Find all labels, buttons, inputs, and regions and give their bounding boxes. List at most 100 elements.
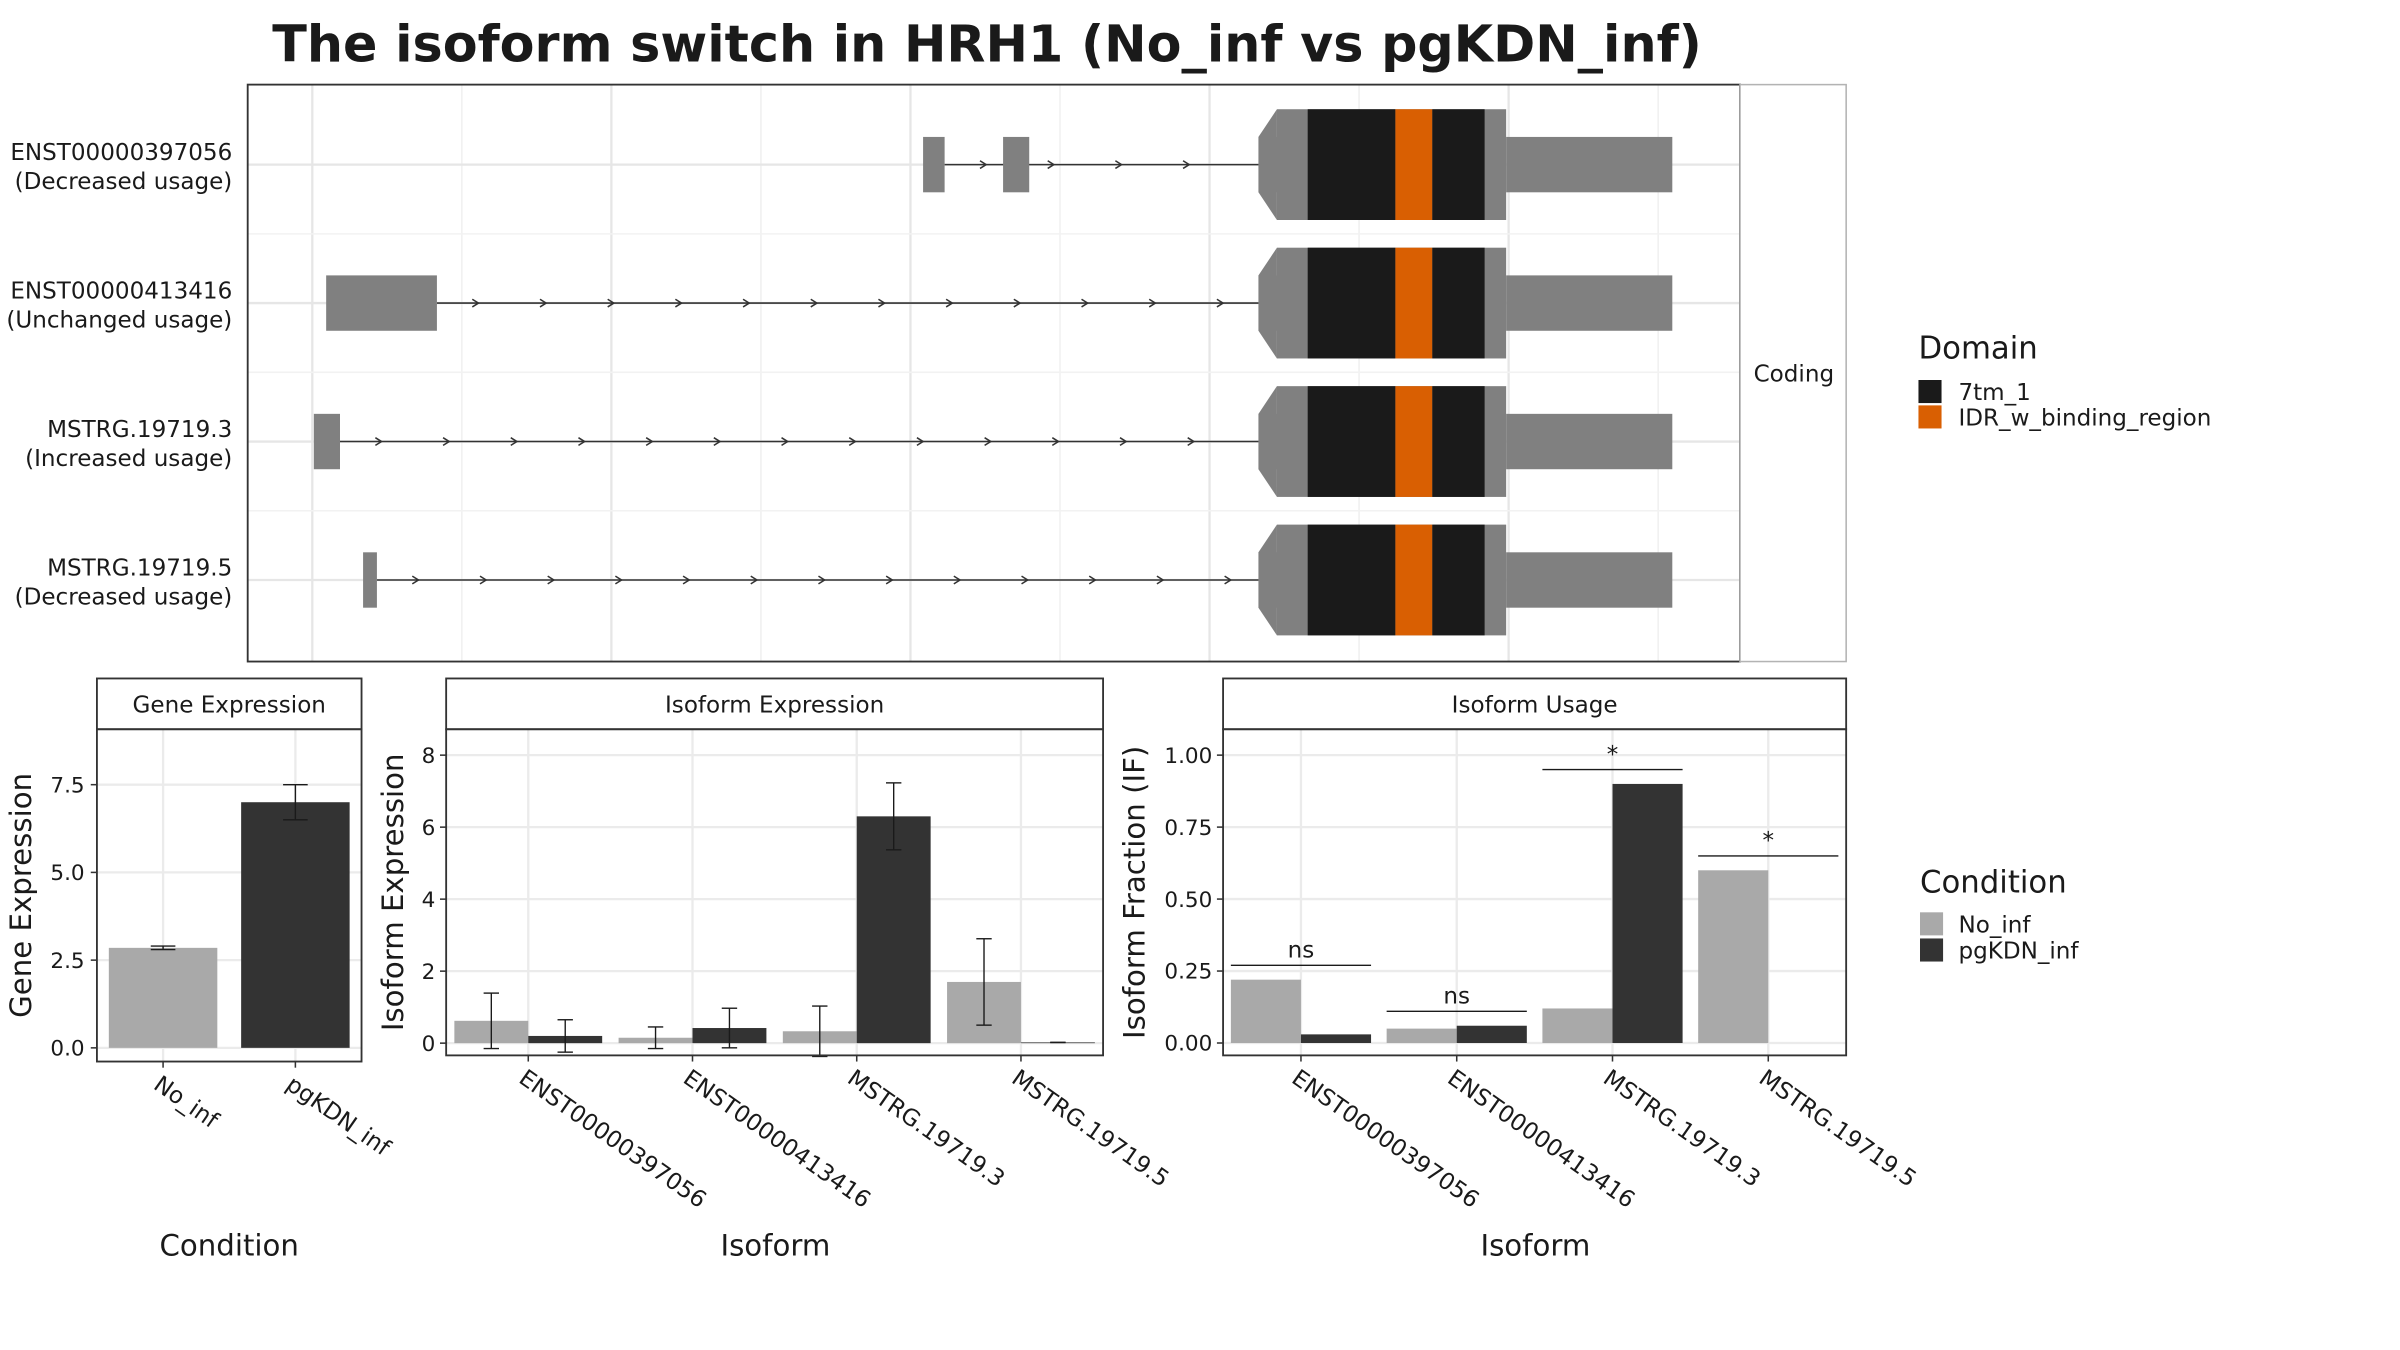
intron-arrow bbox=[1013, 298, 1022, 308]
intron-arrow bbox=[578, 437, 587, 447]
intron-arrow bbox=[1216, 298, 1225, 308]
utr-exon bbox=[1506, 275, 1673, 331]
x-axis-label: Condition bbox=[160, 1228, 299, 1262]
intron-arrow bbox=[374, 437, 383, 447]
chart-title: The isoform switch in HRH1 (No_inf vs pg… bbox=[272, 15, 1702, 74]
y-tick-label: 8 bbox=[422, 744, 436, 769]
domain-7tm bbox=[1432, 247, 1485, 359]
utr-exon bbox=[1506, 413, 1673, 470]
y-axis-label: Gene Expression bbox=[4, 773, 38, 1018]
bar bbox=[1542, 1008, 1613, 1044]
intron-arrow bbox=[607, 298, 616, 308]
panel-border bbox=[1222, 728, 1848, 1057]
x-tick-label: No_inf bbox=[149, 1071, 224, 1134]
intron-arrow bbox=[614, 575, 623, 585]
strip-label: Gene Expression bbox=[133, 692, 326, 718]
utr-exon bbox=[1003, 136, 1030, 193]
bar bbox=[1230, 979, 1301, 1044]
legend-key bbox=[1918, 380, 1942, 404]
intron-arrow bbox=[1081, 298, 1090, 308]
intron-arrow bbox=[742, 298, 751, 308]
intron-arrow bbox=[750, 575, 759, 585]
intron-arrow bbox=[1156, 575, 1165, 585]
y-tick-label: 0.00 bbox=[1164, 1032, 1212, 1057]
bar bbox=[1456, 1025, 1527, 1044]
y-tick-label: 2 bbox=[422, 960, 436, 985]
y-tick-label: 4 bbox=[422, 888, 436, 913]
utr-step bbox=[1258, 524, 1277, 636]
bar bbox=[1698, 870, 1769, 1044]
intron-arrow bbox=[713, 437, 722, 447]
domain-7tm bbox=[1307, 109, 1396, 220]
intron-arrow bbox=[1047, 160, 1056, 170]
domain-idr bbox=[1395, 524, 1433, 636]
y-tick-label: 1.00 bbox=[1164, 744, 1212, 769]
strip bbox=[1222, 677, 1848, 731]
intron-arrow bbox=[1182, 160, 1191, 170]
facet-strip bbox=[1739, 83, 1847, 663]
strip-label: Isoform Expression bbox=[665, 692, 884, 718]
utr-step bbox=[1258, 386, 1277, 497]
y-tick-label: 0.0 bbox=[50, 1037, 84, 1062]
y-tick-label: 0.50 bbox=[1164, 888, 1212, 913]
domain-idr bbox=[1395, 109, 1433, 220]
y-tick-label: 0.75 bbox=[1164, 816, 1212, 841]
legend-label: pgKDN_inf bbox=[1958, 938, 2079, 964]
strip-label: Isoform Usage bbox=[1452, 692, 1618, 718]
intron-arrow bbox=[878, 298, 887, 308]
transcript-name: MSTRG.19719.5 bbox=[47, 555, 232, 581]
intron-arrow bbox=[510, 437, 519, 447]
transcript-name: ENST00000397056 bbox=[10, 140, 232, 166]
utr-exon bbox=[1506, 552, 1673, 608]
intron-arrow bbox=[1021, 575, 1030, 585]
significance-label: * bbox=[1763, 828, 1775, 854]
significance-label: * bbox=[1607, 742, 1619, 768]
strip bbox=[96, 677, 363, 731]
domain-7tm bbox=[1432, 386, 1485, 497]
intron-arrow bbox=[547, 575, 556, 585]
intron-arrow bbox=[818, 575, 827, 585]
y-tick-label: 0.25 bbox=[1164, 960, 1212, 985]
intron-arrow bbox=[885, 575, 894, 585]
y-tick-label: 0 bbox=[422, 1032, 436, 1057]
intron-arrow bbox=[1119, 437, 1128, 447]
legend-title: Condition bbox=[1920, 864, 2067, 900]
intron-arrow bbox=[539, 298, 548, 308]
intron-arrow bbox=[645, 437, 654, 447]
utr-exon bbox=[1506, 136, 1673, 193]
x-tick-label: MSTRG.19719.3 bbox=[1598, 1065, 1765, 1193]
bar bbox=[1300, 1034, 1372, 1044]
legend-key bbox=[1920, 938, 1944, 962]
x-axis-label: Isoform bbox=[720, 1228, 830, 1262]
legend-label: No_inf bbox=[1958, 912, 2031, 938]
utr-exon bbox=[363, 552, 377, 608]
domain-7tm bbox=[1307, 247, 1396, 359]
intron-arrow bbox=[1051, 437, 1060, 447]
domain-idr bbox=[1395, 386, 1433, 497]
domain-7tm bbox=[1432, 109, 1485, 220]
legend-title: Domain bbox=[1918, 330, 2037, 366]
legend-key bbox=[1920, 912, 1944, 936]
significance-label: ns bbox=[1288, 938, 1315, 964]
intron-arrow bbox=[781, 437, 790, 447]
significance-label: ns bbox=[1443, 984, 1470, 1010]
intron-arrow bbox=[479, 575, 488, 585]
y-tick-label: 2.5 bbox=[50, 949, 84, 974]
transcript-usage: (Increased usage) bbox=[25, 446, 232, 472]
transcript-usage: (Decreased usage) bbox=[15, 169, 233, 195]
facet-label: Coding bbox=[1754, 362, 1835, 388]
intron-arrow bbox=[674, 298, 683, 308]
intron-arrow bbox=[682, 575, 691, 585]
transcript-name: ENST00000413416 bbox=[10, 278, 232, 304]
y-tick-label: 5.0 bbox=[50, 861, 84, 886]
strip bbox=[445, 677, 1104, 731]
bar bbox=[108, 947, 218, 1048]
panel-border bbox=[445, 728, 1104, 1057]
intron-arrow bbox=[1148, 298, 1157, 308]
y-tick-label: 7.5 bbox=[50, 773, 84, 798]
bar bbox=[1386, 1028, 1457, 1044]
utr-exon bbox=[923, 136, 945, 193]
intron-arrow bbox=[984, 437, 993, 447]
